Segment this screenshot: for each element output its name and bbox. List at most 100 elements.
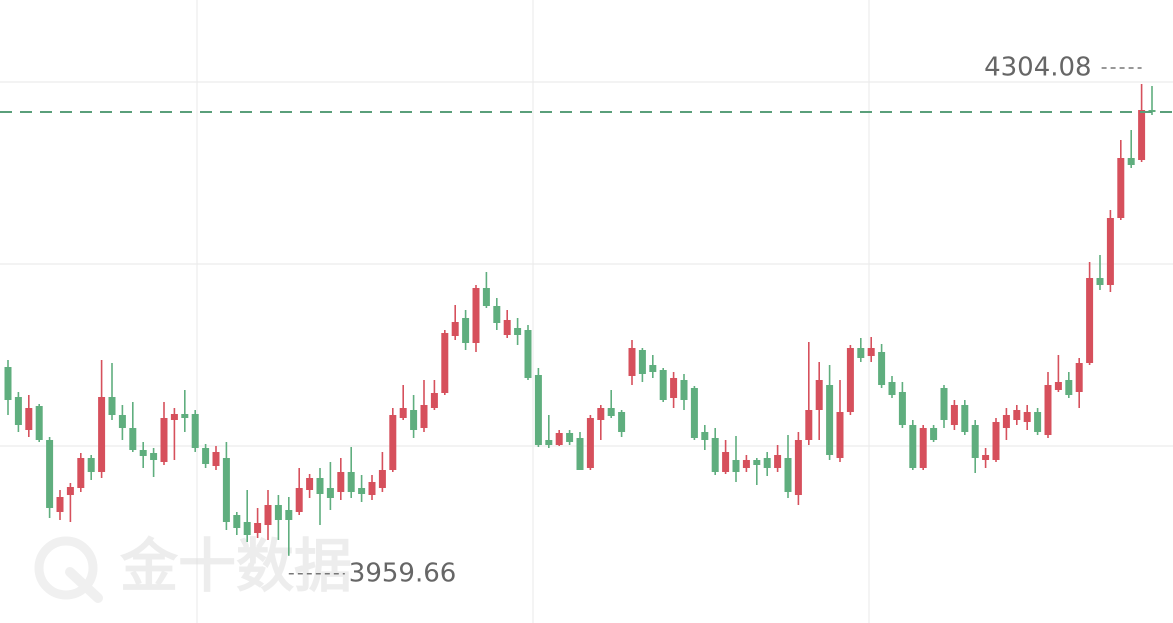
candle-body [867, 348, 875, 356]
candle-body [618, 412, 626, 432]
candle [982, 448, 990, 468]
candle-body [46, 440, 54, 508]
candle [784, 435, 792, 498]
candle [56, 490, 64, 520]
candle [472, 285, 480, 352]
candle [77, 453, 85, 492]
candle [368, 475, 376, 500]
candle-body [25, 408, 33, 430]
candle [233, 512, 241, 535]
candle-body [56, 497, 64, 512]
candle-body [139, 450, 147, 456]
candle [566, 430, 574, 445]
candle-body [118, 415, 126, 428]
candle [170, 408, 178, 460]
candle-body [420, 405, 428, 428]
candle-body [503, 320, 511, 335]
candle-body [368, 482, 376, 495]
candle [410, 395, 418, 438]
candle [722, 440, 730, 474]
candle-body [202, 448, 210, 464]
candle-body [794, 440, 802, 495]
candle [191, 410, 199, 452]
candle-body [826, 385, 834, 455]
candle [503, 310, 511, 338]
candle [742, 455, 750, 472]
candle-body [1023, 412, 1031, 422]
candle [1075, 358, 1083, 408]
candle [1138, 84, 1146, 162]
candle-body [1086, 278, 1094, 363]
candle-body [150, 453, 158, 460]
candle [815, 362, 823, 440]
candle-body [607, 408, 615, 416]
candle [212, 446, 220, 470]
candle-body [274, 505, 282, 520]
candle [14, 392, 22, 432]
candle [1044, 372, 1052, 438]
candle [597, 405, 605, 440]
candle-body [524, 330, 532, 378]
candle-body [1065, 380, 1073, 395]
candle [857, 338, 865, 362]
candle-body [815, 380, 823, 410]
candle [4, 360, 12, 415]
candle [805, 342, 813, 445]
candle-body [337, 472, 345, 492]
candle [1086, 262, 1094, 365]
candle [25, 395, 33, 437]
candle [878, 344, 886, 388]
candle [514, 318, 522, 345]
candle-body [784, 458, 792, 492]
candle [389, 408, 397, 472]
candle-body [950, 405, 958, 425]
candle [87, 455, 95, 480]
candle-body [1034, 412, 1042, 432]
candle [919, 425, 927, 470]
candle-body [160, 418, 168, 462]
candles [4, 84, 1156, 556]
candle-body [358, 488, 366, 494]
candle [826, 365, 834, 460]
candle-body [659, 370, 667, 400]
candle [337, 458, 345, 500]
candle [1002, 408, 1010, 440]
candle [971, 420, 979, 473]
candle-body [961, 405, 969, 432]
candle [618, 410, 626, 437]
candle [576, 432, 584, 470]
candle [586, 415, 594, 470]
candle [607, 390, 615, 418]
candle-body [742, 460, 750, 468]
candle-body [493, 306, 501, 323]
candle [222, 442, 230, 530]
candle [628, 340, 636, 385]
candle-body [191, 414, 199, 448]
candle [555, 430, 563, 446]
candle-body [170, 414, 178, 420]
candle-body [628, 348, 636, 376]
candle-body [649, 365, 657, 372]
candle [711, 428, 719, 475]
candle-body [763, 458, 771, 468]
candle [763, 452, 771, 476]
candle-body [878, 352, 886, 385]
candle-body [14, 397, 22, 425]
candle-body [930, 428, 938, 440]
candle-body [1002, 415, 1010, 428]
watermark-text: 金十数据 [120, 532, 352, 600]
candle [254, 508, 262, 538]
candle [1013, 405, 1021, 425]
candle-body [753, 460, 761, 465]
candle [264, 490, 272, 540]
candle [430, 380, 438, 410]
candle-body [992, 422, 1000, 460]
candle [441, 330, 449, 395]
candle-body [410, 410, 418, 430]
candle-body [846, 348, 854, 412]
candle-body [181, 414, 189, 418]
candle [326, 462, 334, 510]
candle-body [971, 425, 979, 458]
candle-body [347, 472, 355, 492]
